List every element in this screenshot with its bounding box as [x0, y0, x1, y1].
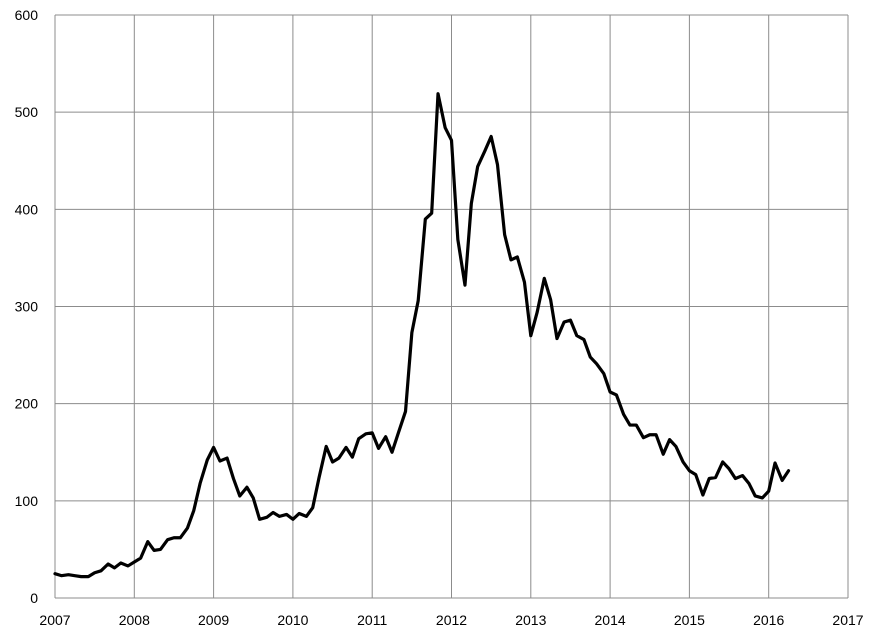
series-layer — [53, 92, 791, 579]
x-tick-label: 2014 — [595, 612, 626, 628]
x-tick-label: 2011 — [357, 612, 387, 628]
y-tick-label: 0 — [30, 590, 38, 606]
tick-labels: 0 100 200 300 400 500 600 2007 2008 2009 2010 2011 2… — [15, 7, 864, 628]
x-tick-label: 2008 — [119, 612, 150, 628]
y-tick-label: 200 — [15, 396, 39, 412]
x-tick-label: 2009 — [198, 612, 229, 628]
x-tick-label: 2012 — [436, 612, 467, 628]
y-tick-label: 100 — [15, 493, 39, 509]
x-tick-label: 2013 — [515, 612, 546, 628]
x-tick-label: 2015 — [674, 612, 705, 628]
x-tick-label: 2016 — [753, 612, 784, 628]
axes — [54, 15, 848, 599]
y-tick-label: 600 — [15, 7, 39, 23]
x-tick-label: 2007 — [39, 612, 70, 628]
series-line-0 — [53, 92, 791, 579]
x-tick-label: 2010 — [277, 612, 308, 628]
gridlines — [55, 14, 849, 598]
x-tick-label: 2017 — [832, 612, 863, 628]
y-tick-label: 300 — [15, 299, 39, 315]
y-tick-label: 500 — [15, 104, 39, 120]
y-tick-label: 400 — [15, 201, 39, 217]
